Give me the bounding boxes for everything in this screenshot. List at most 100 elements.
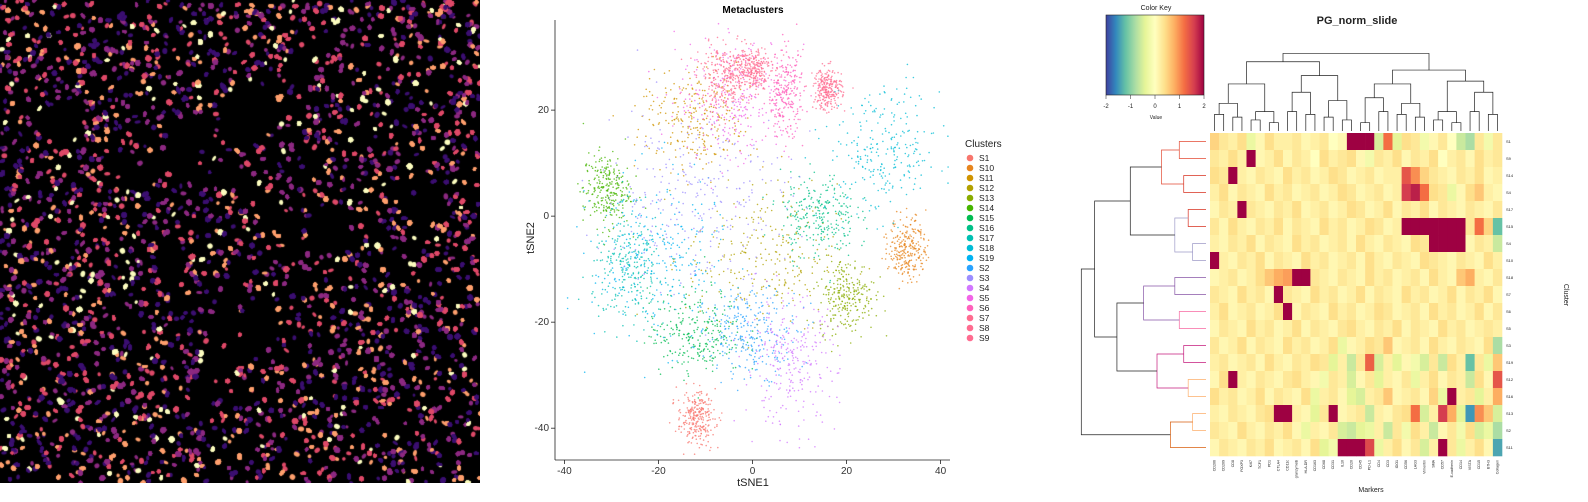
tsne-point xyxy=(764,103,766,105)
tsne-point xyxy=(737,331,739,333)
tsne-point xyxy=(698,311,700,313)
tsne-point xyxy=(699,107,701,109)
tsne-point xyxy=(812,202,814,204)
tsne-point xyxy=(802,49,804,51)
tsne-point xyxy=(719,64,721,66)
tsne-point xyxy=(586,193,588,195)
tsne-point xyxy=(663,238,665,240)
tsne-point xyxy=(742,99,744,101)
tsne-point xyxy=(760,217,762,219)
tsne-point xyxy=(598,305,600,307)
tsne-point xyxy=(684,428,686,430)
tsne-point xyxy=(661,133,663,135)
tsne-point xyxy=(870,298,872,300)
tsne-point xyxy=(679,330,681,332)
tsne-point xyxy=(805,338,807,340)
tsne-point xyxy=(752,283,754,285)
tsne-point xyxy=(724,84,726,86)
tsne-point xyxy=(689,431,691,433)
tsne-point xyxy=(839,290,841,292)
tsne-point xyxy=(698,392,700,394)
tsne-point xyxy=(706,110,708,112)
tsne-point xyxy=(754,319,756,321)
tsne-point xyxy=(790,177,792,179)
tsne-point xyxy=(722,129,724,131)
tsne-point xyxy=(768,398,770,400)
tsne-point xyxy=(839,215,841,217)
tsne-point xyxy=(788,156,790,158)
tsne-point xyxy=(828,87,830,89)
tsne-point xyxy=(730,229,732,231)
tsne-point xyxy=(641,252,643,254)
tsne-point xyxy=(913,165,915,167)
tsne-point xyxy=(731,254,733,256)
tsne-point xyxy=(605,289,607,291)
tsne-point xyxy=(702,90,704,92)
tsne-point xyxy=(873,171,875,173)
tsne-point xyxy=(784,342,786,344)
tsne-point xyxy=(745,55,747,57)
tsne-point xyxy=(920,266,922,268)
tsne-point xyxy=(660,181,662,183)
tsne-point xyxy=(895,256,897,258)
tsne-point xyxy=(828,75,830,77)
tsne-point xyxy=(713,69,715,71)
tsne-point xyxy=(697,320,699,322)
tsne-point xyxy=(821,229,823,231)
tsne-point xyxy=(724,52,726,54)
tsne-point xyxy=(587,170,589,172)
tsne-point xyxy=(702,226,704,228)
tsne-point xyxy=(842,96,844,98)
tsne-point xyxy=(619,279,621,281)
tsne-point xyxy=(696,154,698,156)
tsne-point xyxy=(681,426,683,428)
tsne-point xyxy=(784,206,786,208)
tsne-point xyxy=(724,296,726,298)
tsne-point xyxy=(654,69,656,71)
tsne-point xyxy=(839,124,841,126)
tsne-point xyxy=(652,298,654,300)
tsne-point xyxy=(809,130,811,132)
tsne-point xyxy=(871,130,873,132)
tsne-point xyxy=(724,75,726,77)
tsne-point xyxy=(734,133,736,135)
tsne-point xyxy=(819,374,821,376)
tsne-point xyxy=(863,241,865,243)
tsne-series-S15 xyxy=(644,256,758,399)
tsne-point xyxy=(732,367,734,369)
tsne-point xyxy=(797,119,799,121)
tsne-point xyxy=(764,71,766,73)
tsne-point xyxy=(820,100,822,102)
tsne-point xyxy=(699,335,701,337)
tsne-point xyxy=(676,324,678,326)
tsne-point xyxy=(632,206,634,208)
tsne-point xyxy=(796,233,798,235)
tsne-point xyxy=(787,217,789,219)
tsne-point xyxy=(783,202,785,204)
tsne-point xyxy=(745,202,747,204)
tsne-point xyxy=(832,150,834,152)
tsne-point xyxy=(788,234,790,236)
tsne-point xyxy=(703,102,705,104)
tsne-point xyxy=(893,151,895,153)
tsne-point xyxy=(652,124,654,126)
tsne-point xyxy=(625,268,627,270)
tsne-point xyxy=(912,248,914,250)
tsne-point xyxy=(622,313,624,315)
tsne-point xyxy=(830,318,832,320)
tsne-point xyxy=(826,72,828,74)
tsne-point xyxy=(911,239,913,241)
tsne-point xyxy=(696,192,698,194)
tsne-point xyxy=(627,196,629,198)
tsne-point xyxy=(817,210,819,212)
tsne-point xyxy=(755,75,757,77)
tsne-point xyxy=(713,121,715,123)
tsne-point xyxy=(748,369,750,371)
tsne-y-tick-label: -40 xyxy=(535,423,550,434)
tsne-point xyxy=(626,259,628,261)
tsne-point xyxy=(729,317,731,319)
tsne-point xyxy=(754,273,756,275)
tsne-point xyxy=(869,94,871,96)
tsne-point xyxy=(843,297,845,299)
tsne-point xyxy=(800,382,802,384)
